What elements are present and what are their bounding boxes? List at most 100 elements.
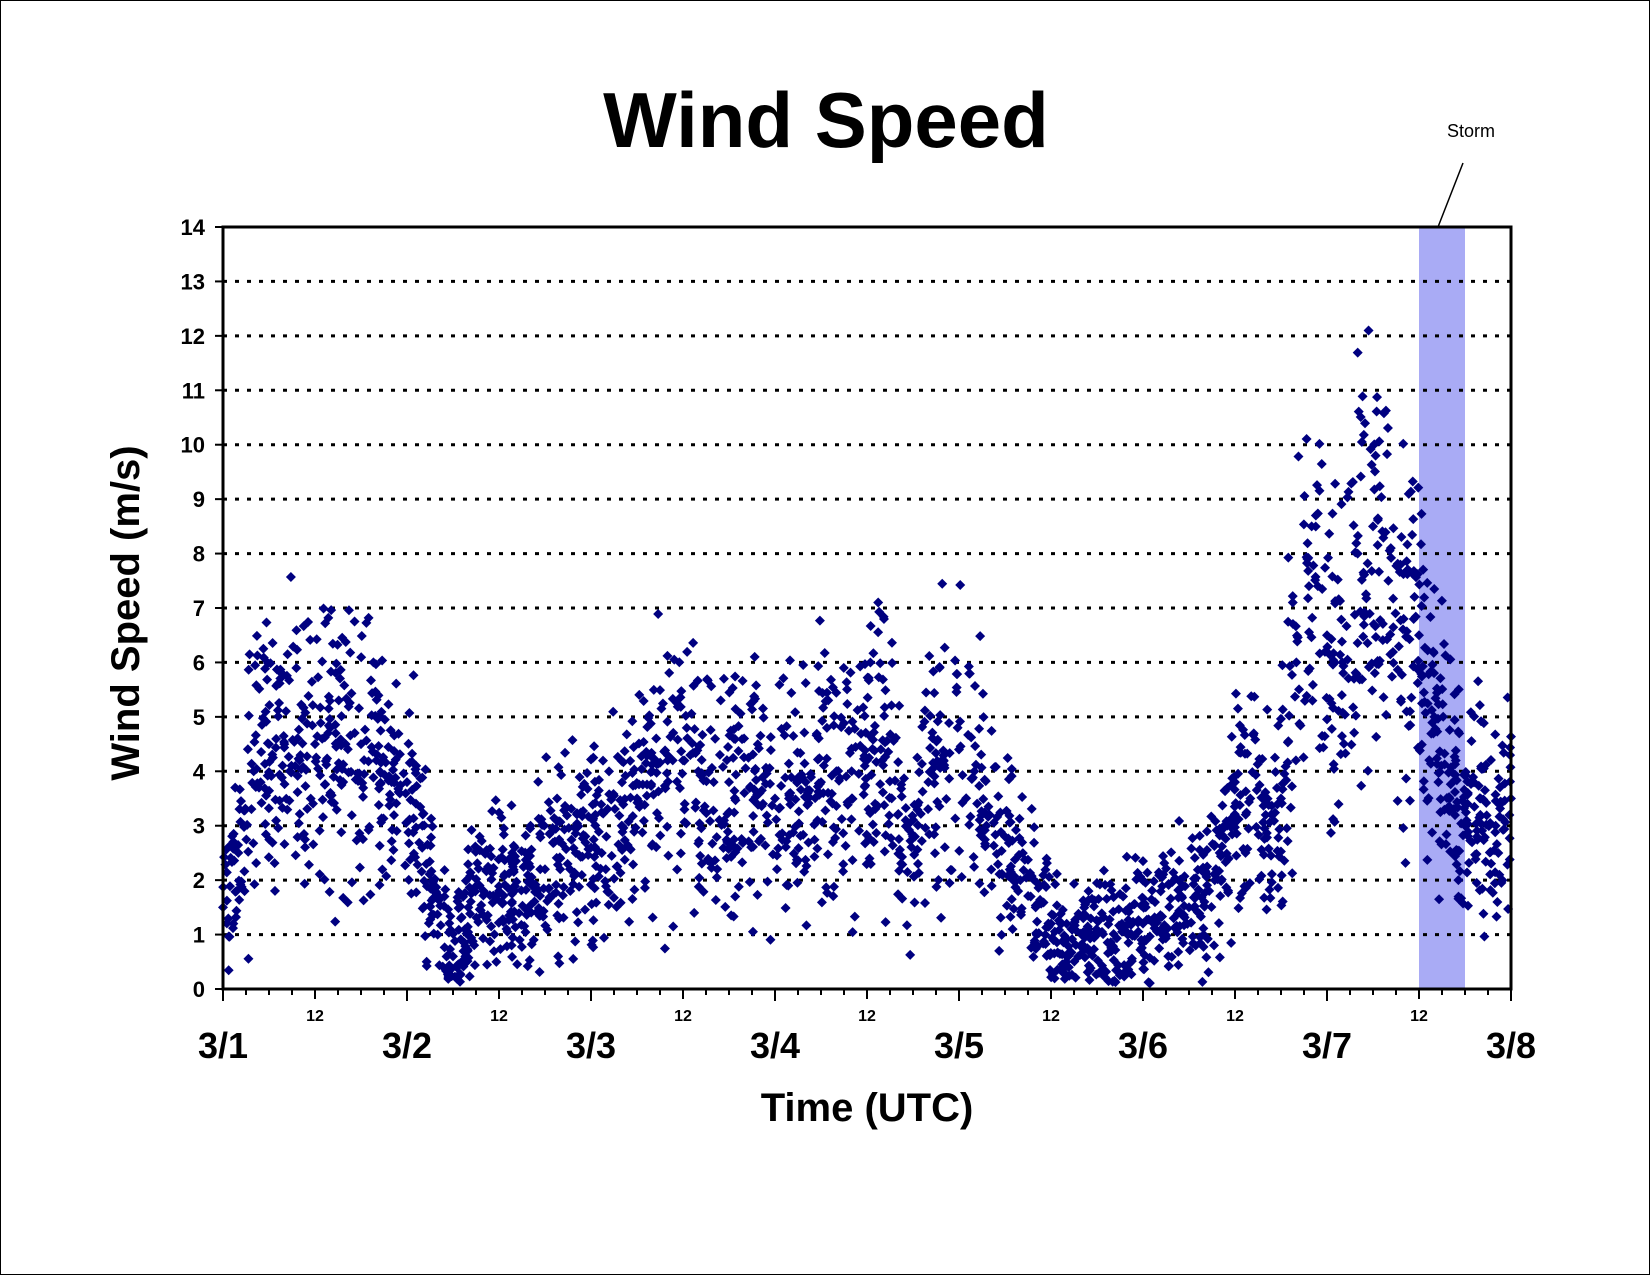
data-point (498, 829, 509, 840)
y-tick-label: 11 (182, 378, 205, 403)
data-point (1214, 952, 1225, 963)
data-point (651, 842, 662, 853)
data-point (674, 783, 685, 794)
data-point (1007, 924, 1018, 935)
data-point (251, 858, 262, 869)
data-point (636, 763, 647, 774)
data-point (757, 703, 768, 714)
data-point (617, 826, 628, 837)
data-point (514, 934, 525, 945)
data-point (892, 809, 903, 820)
data-point (310, 739, 320, 750)
data-point (570, 828, 581, 839)
data-point (809, 834, 820, 845)
data-point (765, 934, 776, 945)
data-point (1369, 668, 1380, 679)
data-point (1221, 816, 1232, 827)
data-point (608, 788, 619, 799)
data-point (300, 842, 311, 853)
y-tick-label: 12 (181, 324, 205, 349)
data-point (356, 652, 367, 663)
data-point (728, 911, 739, 922)
data-point (951, 682, 962, 693)
data-point (573, 917, 584, 928)
x-tick-label: 3/7 (1302, 1025, 1352, 1066)
data-point (739, 788, 750, 799)
data-point (1387, 671, 1398, 682)
data-point (1206, 901, 1217, 912)
data-point (263, 852, 274, 863)
data-point (282, 804, 293, 815)
data-point (425, 840, 436, 851)
data-point (1189, 852, 1200, 863)
data-point (596, 807, 607, 818)
x-tick-label: 3/5 (934, 1025, 984, 1066)
data-point (737, 675, 748, 686)
data-point (443, 972, 454, 983)
data-point (847, 793, 858, 804)
data-point (675, 848, 686, 859)
data-point (365, 675, 376, 686)
data-point (765, 732, 776, 743)
data-point (909, 897, 920, 908)
data-point (293, 724, 304, 735)
data-point (1370, 450, 1381, 461)
data-point (664, 667, 675, 678)
data-point (1312, 508, 1323, 519)
y-tick-label: 10 (181, 433, 205, 458)
data-point (896, 779, 907, 790)
data-point (887, 657, 898, 668)
data-point (553, 898, 564, 909)
data-point (529, 896, 540, 907)
data-point (243, 953, 254, 964)
data-point (941, 793, 952, 804)
data-point (258, 643, 269, 654)
data-point (869, 745, 880, 756)
data-point (1146, 894, 1157, 905)
data-point (628, 780, 639, 791)
data-point (672, 701, 683, 712)
data-point (1337, 657, 1348, 668)
data-point (1498, 824, 1509, 835)
data-point (648, 789, 659, 800)
data-point (1078, 913, 1089, 924)
data-point (1287, 591, 1298, 602)
data-point (636, 751, 647, 762)
data-point (964, 668, 975, 679)
data-point (280, 706, 291, 717)
data-point (1291, 657, 1302, 668)
data-point (916, 758, 927, 769)
data-point (1091, 915, 1102, 926)
data-point (1241, 807, 1252, 818)
data-point (1041, 882, 1052, 893)
data-point (1434, 894, 1445, 905)
data-point (1303, 581, 1314, 592)
data-point (871, 827, 882, 838)
data-point (1194, 844, 1205, 855)
data-point (416, 866, 427, 877)
data-point (411, 760, 422, 771)
data-point (1142, 867, 1153, 878)
x-axis: 3/1 3/2 3/3 3/4 3/5 3/6 3/7 3/8 12 12 12 12 12 12 12 (198, 989, 1536, 1066)
data-point (609, 804, 620, 815)
data-point (1161, 863, 1172, 874)
data-point (318, 603, 329, 614)
data-point (957, 797, 968, 808)
data-point (1473, 780, 1484, 791)
data-point (1479, 931, 1490, 942)
data-point (822, 849, 833, 860)
data-point (929, 829, 940, 840)
data-point (707, 838, 718, 849)
data-point (1030, 902, 1041, 913)
data-point (868, 648, 879, 659)
data-point (1286, 669, 1297, 680)
data-point (737, 857, 748, 868)
data-point (1348, 702, 1359, 713)
data-point (1360, 418, 1371, 429)
data-point (1260, 809, 1271, 820)
data-point (524, 875, 535, 886)
data-point (1478, 718, 1489, 729)
data-point (278, 731, 289, 742)
data-point (498, 823, 509, 834)
data-point (771, 864, 782, 875)
